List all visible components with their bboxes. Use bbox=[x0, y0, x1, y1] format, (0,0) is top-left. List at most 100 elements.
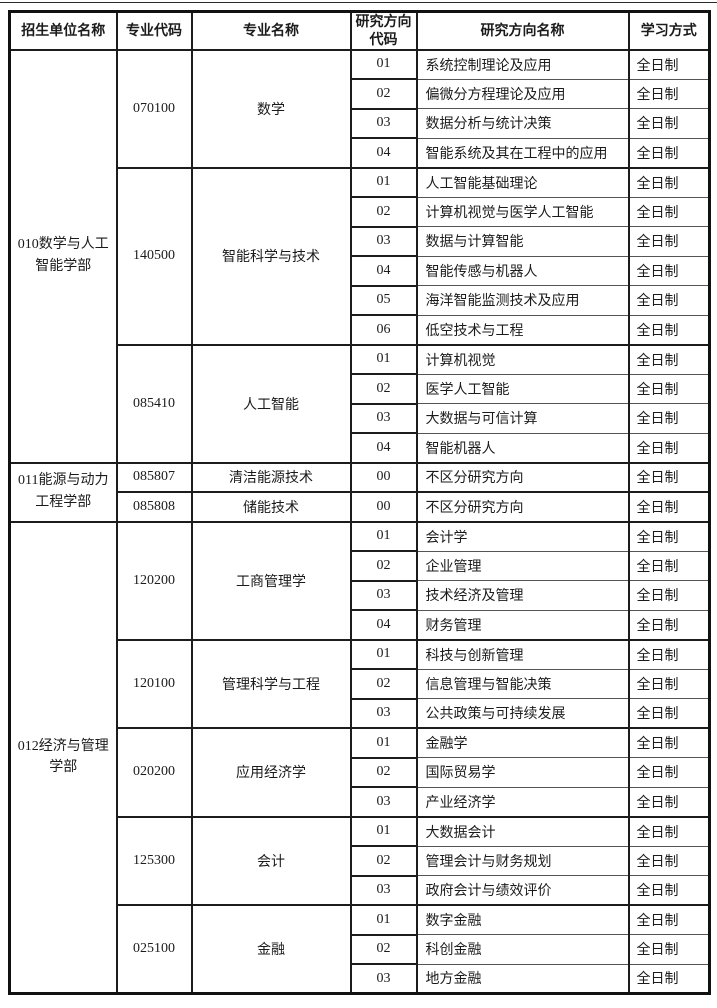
direction-code-cell: 03 bbox=[349, 697, 418, 729]
table-row: 012经济与管理学部 120200 工商管理学 01 会计学 全日制 bbox=[8, 520, 711, 995]
table-row: 025100 金融 01 数字金融 全日制 bbox=[10, 904, 711, 995]
table-row: 02 计算机视觉与医学人工智能 全日制 bbox=[10, 196, 711, 228]
header-direction-code: 研究方向代码 bbox=[349, 10, 418, 51]
study-mode-cell: 全日制 bbox=[627, 815, 711, 847]
direction-code-cell: 02 bbox=[349, 373, 418, 405]
direction-code-cell: 01 bbox=[349, 343, 418, 375]
header-row: 招生单位名称 专业代码 专业名称 研究方向代码 研究方向名称 学习方式 bbox=[8, 10, 711, 51]
major-code-cell: 140500 bbox=[115, 166, 193, 346]
direction-name-cell: 信息管理与智能决策 bbox=[415, 668, 630, 699]
study-mode-cell: 全日制 bbox=[627, 963, 711, 994]
direction-name-cell: 医学人工智能 bbox=[415, 373, 630, 404]
major-name-cell: 人工智能 bbox=[190, 343, 352, 464]
major-name-cell: 智能科学与技术 bbox=[190, 166, 352, 346]
major-code-cell: 085410 bbox=[115, 343, 193, 464]
direction-code-cell: 01 bbox=[349, 48, 418, 80]
direction-name-cell: 企业管理 bbox=[415, 550, 630, 581]
direction-name-cell: 大数据与可信计算 bbox=[415, 403, 630, 434]
study-mode-cell: 全日制 bbox=[627, 520, 711, 552]
study-mode-cell: 全日制 bbox=[627, 196, 711, 227]
study-mode-cell: 全日制 bbox=[627, 875, 711, 906]
direction-name-cell: 智能传感与机器人 bbox=[415, 255, 630, 286]
table-row: 010数学与人工智能学部 070100 数学 01 系统控制理论及应用 全日制 bbox=[8, 48, 711, 464]
direction-code-cell: 04 bbox=[349, 137, 418, 169]
study-mode-cell: 全日制 bbox=[627, 48, 711, 80]
direction-name-cell: 人工智能基础理论 bbox=[415, 166, 630, 198]
table-row: 03 数据与计算智能 全日制 bbox=[10, 225, 711, 257]
study-mode-cell: 全日制 bbox=[627, 934, 711, 965]
direction-name-cell: 科技与创新管理 bbox=[415, 638, 630, 670]
study-mode-cell: 全日制 bbox=[627, 550, 711, 581]
study-mode-cell: 全日制 bbox=[627, 314, 711, 345]
table-row: 02 偏微分方程理论及应用 全日制 bbox=[10, 78, 711, 110]
direction-name-cell: 国际贸易学 bbox=[415, 757, 630, 788]
direction-code-cell: 03 bbox=[349, 402, 418, 434]
study-mode-cell: 全日制 bbox=[627, 108, 711, 139]
table-row: 04 财务管理 全日制 bbox=[10, 609, 711, 641]
direction-code-cell: 01 bbox=[349, 727, 418, 759]
direction-name-cell: 会计学 bbox=[415, 520, 630, 552]
table-body: 010数学与人工智能学部 070100 数学 01 系统控制理论及应用 全日制 02 偏微分方… bbox=[8, 48, 711, 995]
header-direction-name: 研究方向名称 bbox=[415, 10, 630, 51]
direction-code-cell: 02 bbox=[349, 196, 418, 228]
study-mode-cell: 全日制 bbox=[627, 580, 711, 611]
direction-name-cell: 海洋智能监测技术及应用 bbox=[415, 285, 630, 316]
study-mode-cell: 全日制 bbox=[627, 638, 711, 670]
study-mode-cell: 全日制 bbox=[627, 166, 711, 198]
direction-name-cell: 数据与计算智能 bbox=[415, 226, 630, 257]
table-row: 04 智能传感与机器人 全日制 bbox=[10, 255, 711, 287]
study-mode-cell: 全日制 bbox=[627, 343, 711, 375]
major-name-cell: 数学 bbox=[190, 48, 352, 169]
direction-code-cell: 03 bbox=[349, 874, 418, 906]
direction-code-cell: 04 bbox=[349, 255, 418, 287]
header-study-mode: 学习方式 bbox=[627, 10, 711, 51]
major-code-cell: 020200 bbox=[115, 727, 193, 818]
study-mode-cell: 全日制 bbox=[627, 285, 711, 316]
study-mode-cell: 全日制 bbox=[627, 698, 711, 729]
direction-code-cell: 02 bbox=[349, 845, 418, 877]
header-major-code: 专业代码 bbox=[115, 10, 193, 51]
study-mode-cell: 全日制 bbox=[627, 403, 711, 434]
study-mode-cell: 全日制 bbox=[627, 668, 711, 699]
direction-code-cell: 06 bbox=[349, 314, 418, 346]
major-name-cell: 工商管理学 bbox=[190, 520, 352, 641]
direction-name-cell: 政府会计与绩效评价 bbox=[415, 875, 630, 906]
direction-name-cell: 智能机器人 bbox=[415, 432, 630, 463]
direction-code-cell: 00 bbox=[349, 461, 418, 493]
study-mode-cell: 全日制 bbox=[627, 461, 711, 493]
study-mode-cell: 全日制 bbox=[627, 78, 711, 109]
major-name-cell: 应用经济学 bbox=[190, 727, 352, 818]
unit-cell: 011能源与动力工程学部 bbox=[8, 461, 118, 523]
major-code-cell: 085808 bbox=[115, 491, 193, 523]
direction-code-cell: 02 bbox=[349, 933, 418, 965]
table-row: 06 低空技术与工程 全日制 bbox=[10, 314, 711, 346]
major-code-cell: 120200 bbox=[115, 520, 193, 641]
direction-code-cell: 05 bbox=[349, 284, 418, 316]
table-row: 02 管理会计与财务规划 全日制 bbox=[10, 845, 711, 877]
table-row: 020200 应用经济学 01 金融学 全日制 bbox=[10, 727, 711, 818]
table-row: 140500 智能科学与技术 01 人工智能基础理论 全日制 bbox=[10, 166, 711, 346]
direction-code-cell: 01 bbox=[349, 520, 418, 552]
major-code-cell: 070100 bbox=[115, 48, 193, 169]
study-mode-cell: 全日制 bbox=[627, 609, 711, 640]
study-mode-cell: 全日制 bbox=[627, 432, 711, 463]
study-mode-cell: 全日制 bbox=[627, 373, 711, 404]
table-row: 011能源与动力工程学部 085807 清洁能源技术 00 不区分研究方向 全日制 bbox=[8, 461, 711, 523]
direction-name-cell: 管理会计与财务规划 bbox=[415, 845, 630, 876]
direction-name-cell: 地方金融 bbox=[415, 963, 630, 994]
direction-code-cell: 02 bbox=[349, 550, 418, 582]
table-row: 02 企业管理 全日制 bbox=[10, 550, 711, 582]
direction-code-cell: 00 bbox=[349, 491, 418, 523]
table-row: 02 科创金融 全日制 bbox=[10, 933, 711, 965]
table-row: 03 地方金融 全日制 bbox=[10, 963, 711, 995]
direction-code-cell: 03 bbox=[349, 786, 418, 818]
major-name-cell: 清洁能源技术 bbox=[190, 461, 352, 493]
study-mode-cell: 全日制 bbox=[627, 137, 711, 168]
direction-code-cell: 02 bbox=[349, 668, 418, 700]
direction-code-cell: 01 bbox=[349, 904, 418, 936]
direction-code-cell: 02 bbox=[349, 78, 418, 110]
direction-name-cell: 产业经济学 bbox=[415, 786, 630, 817]
direction-code-cell: 01 bbox=[349, 815, 418, 847]
unit-cell: 012经济与管理学部 bbox=[8, 520, 118, 995]
